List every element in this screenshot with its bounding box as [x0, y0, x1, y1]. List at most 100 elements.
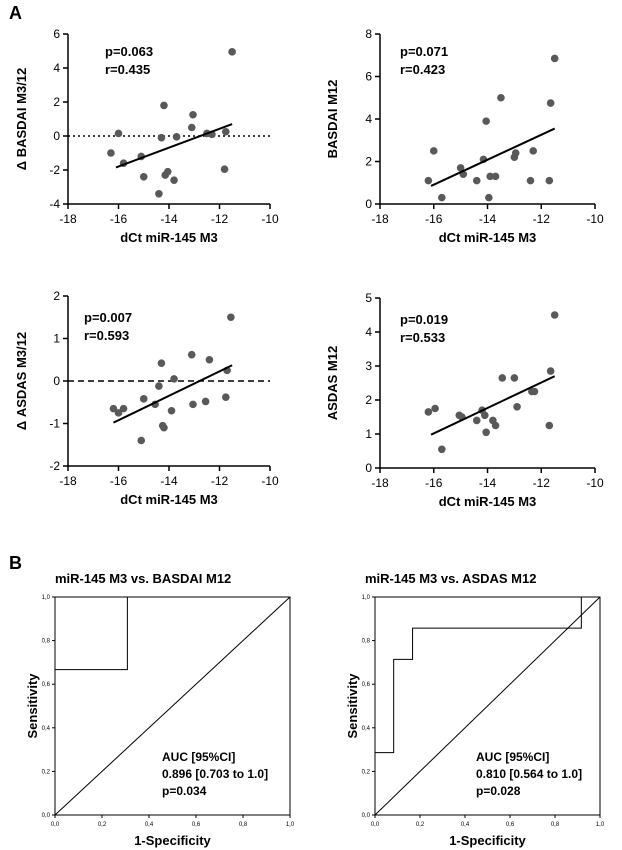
reference-diagonal — [374, 596, 601, 816]
x-axis-label: dCt miR-145 M3 — [120, 230, 218, 245]
data-point — [160, 101, 168, 110]
data-point — [545, 421, 554, 430]
x-axis-label: dCt miR-145 M3 — [439, 494, 537, 509]
x-tick-label: 0,2 — [98, 822, 107, 828]
x-tick-label: -10 — [261, 474, 279, 488]
y-tick-label: 2 — [365, 393, 372, 407]
y-tick-label: 5 — [365, 291, 372, 305]
y-tick-label: 1 — [365, 427, 372, 441]
x-tick-label: -18 — [59, 474, 77, 488]
y-tick-label: 0 — [53, 374, 60, 388]
x-tick-label: 0,0 — [371, 822, 380, 828]
y-tick-label: 0,0 — [362, 813, 371, 819]
data-point — [187, 350, 196, 359]
y-axis-label: ASDAS M12 — [325, 346, 340, 420]
roc-curve — [54, 596, 290, 815]
stat-annotation: r=0.593 — [84, 328, 129, 343]
stat-annotation: r=0.435 — [105, 62, 150, 77]
x-tick-label: -12 — [533, 476, 551, 490]
y-tick-label: 1,0 — [362, 595, 371, 601]
y-tick-label: 8 — [365, 27, 372, 41]
x-tick-label: -14 — [160, 474, 178, 488]
data-point — [546, 367, 555, 375]
data-point — [157, 359, 166, 367]
data-point — [170, 176, 178, 184]
plot-frame — [374, 596, 601, 816]
y-tick-label: 4 — [365, 112, 372, 126]
data-point — [482, 117, 490, 125]
x-tick-label: -16 — [425, 212, 443, 226]
x-tick-label: -18 — [59, 212, 77, 226]
data-point — [114, 129, 123, 138]
y-tick-label: 4 — [365, 325, 372, 339]
y-tick-label: 0,4 — [42, 726, 51, 732]
x-tick-label: -16 — [110, 474, 128, 488]
y-tick-label: 3 — [365, 359, 372, 373]
data-point — [227, 313, 235, 322]
roc-asdas: miR-145 M3 vs. ASDAS M12 0,00,0 0,2 0,2 0,4 0… — [345, 571, 605, 848]
y-tick-label: 6 — [365, 70, 372, 84]
y-tick-label: -1 — [49, 417, 60, 431]
data-point — [526, 176, 535, 185]
x-tick-label: 0,4 — [461, 822, 470, 828]
auc-annotation: AUC [95%CI] — [476, 750, 549, 764]
reference-diagonal — [54, 596, 291, 816]
y-tick-label: 0 — [365, 461, 372, 475]
y-tick-label: 6 — [53, 27, 60, 41]
data-point — [228, 48, 236, 56]
regression-line — [115, 123, 233, 169]
data-point — [189, 110, 197, 119]
y-tick-label: 2 — [53, 289, 60, 303]
x-tick-label: -12 — [211, 212, 229, 226]
x-tick-label: -10 — [586, 212, 604, 226]
data-point — [139, 395, 148, 403]
roc-basdai: miR-145 M3 vs. BASDAI M12 0,00,0 0,2 0,2 0,4… — [25, 571, 295, 848]
data-point — [486, 172, 494, 181]
y-tick-label: 0,2 — [42, 769, 51, 775]
data-point — [109, 404, 118, 413]
x-tick-label: 0,0 — [51, 822, 60, 828]
data-point — [491, 172, 500, 181]
data-point — [155, 190, 163, 198]
data-point — [107, 149, 115, 157]
chart-delta-basdai: -4 -2 0 2 4 6 -18 -16 -14 -12 -10 p=0.063 r=0.435 dCt… — [14, 27, 279, 245]
chart-basdai-m12: 0 2 4 6 8 -18 -16 -14 -12 -10 p=0.071 r=0.423 dCt mi… — [325, 27, 604, 245]
chart-title: miR-145 M3 vs. BASDAI M12 — [55, 571, 231, 586]
x-tick-label: -14 — [479, 476, 497, 490]
data-point — [114, 409, 123, 417]
y-tick-label: 1 — [53, 332, 60, 346]
x-tick-label: -10 — [261, 212, 279, 226]
x-tick-label: -18 — [371, 212, 389, 226]
data-point — [429, 147, 438, 155]
data-point — [456, 164, 465, 172]
y-tick-label: 2 — [53, 95, 60, 109]
x-tick-label: 1,0 — [596, 822, 605, 828]
x-tick-label: 0,4 — [145, 822, 154, 828]
stat-annotation: p=0.071 — [400, 44, 448, 59]
data-point — [172, 133, 181, 141]
data-point — [424, 176, 433, 185]
y-tick-label: 0,0 — [42, 813, 51, 819]
data-point — [201, 397, 210, 406]
x-tick-label: -12 — [533, 212, 551, 226]
data-point — [163, 167, 172, 176]
data-point — [513, 403, 521, 411]
data-point — [139, 173, 148, 181]
regression-line — [113, 364, 233, 424]
y-tick-label: 0 — [365, 197, 372, 211]
y-tick-label: 0,6 — [362, 682, 371, 688]
data-point — [205, 355, 214, 364]
y-tick-label: -2 — [49, 459, 60, 473]
data-point — [485, 193, 493, 202]
data-point — [222, 127, 230, 136]
y-axis-label: Sensitivity — [25, 673, 40, 739]
data-point — [438, 445, 446, 454]
x-tick-label: -16 — [110, 212, 128, 226]
y-tick-label: -2 — [49, 163, 60, 177]
x-axis-label: dCt miR-145 M3 — [120, 492, 218, 507]
data-point — [498, 374, 507, 382]
x-tick-label: 0,8 — [239, 822, 248, 828]
data-point — [189, 400, 197, 409]
stat-annotation: p=0.007 — [84, 310, 132, 325]
